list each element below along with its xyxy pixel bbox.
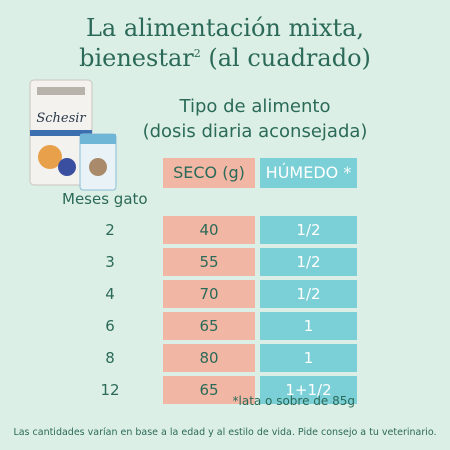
dry-amount: 65	[163, 312, 255, 340]
column-header: SECO (g)	[163, 158, 255, 188]
month: 12	[100, 381, 120, 399]
title-text: bienestar	[79, 44, 194, 72]
month: 8	[105, 349, 115, 367]
footnote: *lata o sobre de 85g	[232, 394, 356, 408]
dry-amount: 65	[163, 376, 255, 404]
month: 2	[105, 221, 115, 239]
wet-amount: 1/2	[260, 280, 357, 308]
column-header: HÚMEDO *	[260, 158, 357, 188]
subtitle: Tipo de alimento	[179, 96, 331, 117]
dry-amount: 70	[163, 280, 255, 308]
row-header: Meses gato	[62, 190, 148, 208]
wet-amount: 1	[260, 344, 357, 372]
title-line: bienestar2 (al cuadrado)	[0, 44, 450, 72]
wet-amount: 1	[260, 312, 357, 340]
month: 3	[105, 253, 115, 271]
wet-amount: 1+1/2	[260, 376, 357, 404]
dry-amount: 55	[163, 248, 255, 276]
title-superscript: 2	[193, 47, 201, 60]
wet-amount: 1/2	[260, 248, 357, 276]
disclaimer: Las cantidades varían en base a la edad …	[13, 427, 437, 438]
brand: Schesir	[36, 111, 86, 126]
month: 6	[105, 317, 115, 335]
dry-amount: 80	[163, 344, 255, 372]
product-image: Schesir	[29, 79, 117, 191]
title-text: (al cuadrado)	[200, 44, 371, 72]
wet-amount: 1/2	[260, 216, 357, 244]
dry-amount: 40	[163, 216, 255, 244]
subtitle: (dosis diaria aconsejada)	[142, 121, 368, 142]
title-line: La alimentación mixta,	[85, 14, 365, 42]
month: 4	[105, 285, 115, 303]
